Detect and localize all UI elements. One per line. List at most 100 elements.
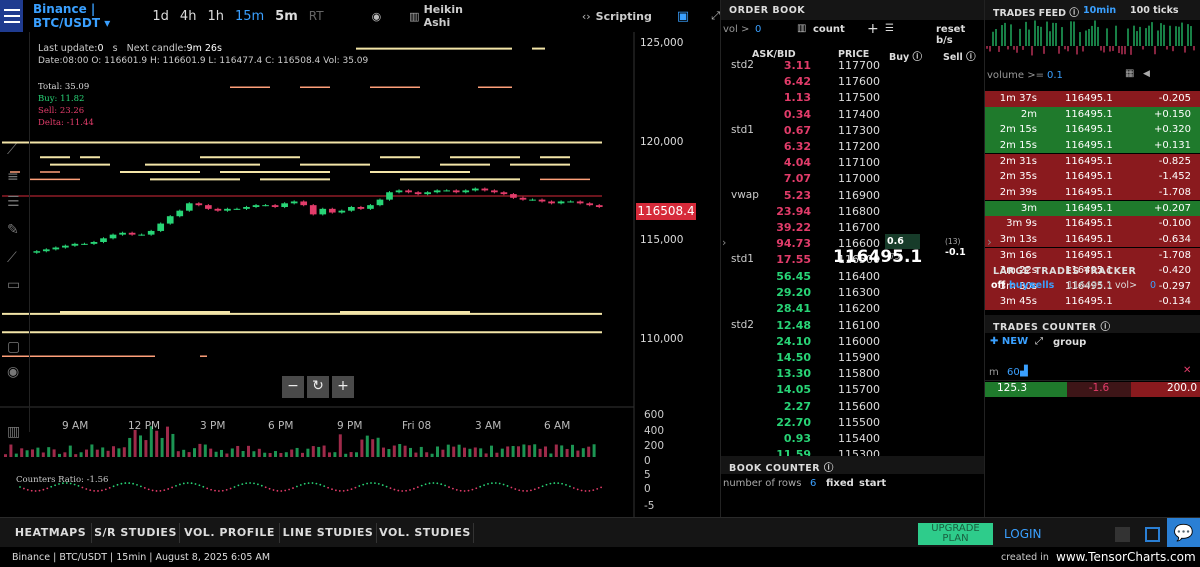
chart-canvas[interactable] xyxy=(0,32,720,517)
trade-row: 2m 116495.1 +0.150 xyxy=(985,106,1200,123)
upgrade-plan-button[interactable]: UPGRADE PLAN xyxy=(918,523,993,545)
trade-price: 116495.1 xyxy=(1065,171,1113,183)
zoom-out-button[interactable]: − xyxy=(282,376,304,398)
trade-row: 1m 37s 116495.1 -0.205 xyxy=(985,91,1200,107)
tab-vol-studies[interactable]: VOL. STUDIES xyxy=(377,523,474,543)
volume-bar xyxy=(36,447,40,457)
ruler-icon[interactable]: ▭ xyxy=(7,277,21,293)
reset-bs-button[interactable]: reset b/s xyxy=(936,24,966,46)
ask-row[interactable]: 94.73 116600 xyxy=(721,237,984,253)
chat-icon[interactable]: 💬 xyxy=(1167,518,1200,548)
collapse-arrow-icon[interactable]: ◀ xyxy=(1143,69,1150,79)
zoom-in-rows-icon[interactable]: + xyxy=(867,21,879,37)
close-counter-icon[interactable]: ✕ xyxy=(1183,365,1192,376)
rows-list-icon[interactable]: ☰ xyxy=(885,23,894,34)
lines-icon[interactable]: ☰ xyxy=(7,194,20,210)
tab-line-studies[interactable]: LINE STUDIES xyxy=(280,523,377,543)
large-vol-input[interactable]: 0 xyxy=(1150,280,1157,291)
volume-bar xyxy=(74,454,78,457)
expand-icon[interactable]: ⤢ xyxy=(711,9,720,22)
ask-row[interactable]: 6.32 117200 xyxy=(721,140,984,156)
ask-row[interactable]: 23.94 116800 xyxy=(721,205,984,221)
ask-row[interactable]: 4.04 117100 xyxy=(721,156,984,172)
trash-icon[interactable]: ▥ xyxy=(7,424,21,440)
login-button[interactable]: LOGIN xyxy=(1004,527,1042,541)
tab-sr-studies[interactable]: S/R STUDIES xyxy=(92,523,180,543)
bid-row[interactable]: 14.05 115700 xyxy=(721,383,984,399)
tab-vol-profile[interactable]: VOL. PROFILE xyxy=(180,523,280,543)
theme-square-blue[interactable] xyxy=(1145,527,1160,542)
site-link[interactable]: www.TensorCharts.com xyxy=(1056,550,1196,564)
timeframe-15m[interactable]: 15m xyxy=(234,8,265,24)
symbol-selector[interactable]: Binance | BTC/USDT ▾ xyxy=(33,2,111,30)
trendline-icon[interactable]: ⟋ xyxy=(7,142,17,158)
timeframe-1h[interactable]: 1h xyxy=(207,8,224,24)
ratio-dot xyxy=(225,488,228,491)
tab-heatmaps[interactable]: HEATMAPS xyxy=(10,523,92,543)
ratio-dot xyxy=(518,489,521,492)
theme-square-dark[interactable] xyxy=(1115,527,1130,542)
interval-100-ticks[interactable]: 100 ticks xyxy=(1130,5,1179,16)
ask-row[interactable]: 39.22 116700 xyxy=(721,221,984,237)
lock-icon[interactable]: ▢ xyxy=(7,339,21,355)
ask-row[interactable]: std2 3.11 117700 xyxy=(721,59,984,75)
count-button[interactable]: count xyxy=(813,24,845,35)
fixed-button[interactable]: fixed xyxy=(826,478,854,489)
ob-expand-arrow[interactable]: › xyxy=(722,236,727,249)
fib-icon[interactable]: ≡ xyxy=(7,169,19,185)
ask-row[interactable]: 7.07 117000 xyxy=(721,172,984,188)
ask-row[interactable]: std1 17.55 116500 xyxy=(721,253,984,269)
bid-row[interactable]: std2 12.48 116100 xyxy=(721,319,984,335)
bid-row[interactable]: 0.93 115400 xyxy=(721,432,984,448)
feed-expand-arrow[interactable]: › xyxy=(987,235,992,249)
brush-icon[interactable]: ⟋ xyxy=(7,250,17,266)
ask-row[interactable]: std1 0.67 117300 xyxy=(721,124,984,140)
bid-price: 115800 xyxy=(838,367,880,381)
start-button[interactable]: start xyxy=(859,478,887,489)
candle-body xyxy=(52,247,60,250)
timeframe-5m[interactable]: 5m xyxy=(275,8,298,24)
zoom-in-button[interactable]: + xyxy=(332,376,354,398)
interval-10min[interactable]: 10min xyxy=(1083,5,1117,16)
heikin-ashi-button[interactable]: Heikin Ashi xyxy=(423,3,463,29)
ask-row[interactable]: 6.42 117600 xyxy=(721,75,984,91)
bid-row[interactable]: 22.70 115500 xyxy=(721,416,984,432)
candle-body xyxy=(81,243,88,245)
new-counter-button[interactable]: ✚ NEW xyxy=(990,336,1029,347)
reset-zoom-button[interactable]: ↻ xyxy=(307,376,329,398)
bid-row[interactable]: 2.27 115600 xyxy=(721,400,984,416)
large-sells-toggle[interactable]: sells xyxy=(1030,280,1055,291)
bid-row[interactable]: 29.20 116300 xyxy=(721,286,984,302)
group-button[interactable]: group xyxy=(1053,337,1087,348)
ratio-dot xyxy=(257,483,259,486)
ask-quantity: 23.94 xyxy=(776,204,811,218)
calculator-icon[interactable]: ▦ xyxy=(1125,68,1135,79)
timeframe-4h[interactable]: 4h xyxy=(179,8,197,24)
trade-price: 116495.1 xyxy=(1065,202,1113,214)
menu-icon[interactable] xyxy=(0,0,24,32)
counter-interval-input[interactable]: 60 xyxy=(1007,367,1020,378)
bid-row[interactable]: 24.10 116000 xyxy=(721,335,984,351)
bid-row[interactable]: 28.41 116200 xyxy=(721,302,984,318)
timeframe-1d[interactable]: 1d xyxy=(152,8,169,24)
large-buys-toggle[interactable]: buys xyxy=(1009,280,1035,291)
eye-toggle-icon[interactable]: ◉ xyxy=(371,9,382,23)
rows-input[interactable]: 6 xyxy=(810,478,817,489)
volume-filter-input[interactable]: 0.1 xyxy=(1047,70,1063,81)
bid-row[interactable]: 13.30 115800 xyxy=(721,367,984,383)
expand-counter-icon[interactable]: ⤢ xyxy=(1035,336,1043,347)
scripting-button[interactable]: Scripting xyxy=(595,9,652,23)
large-off-toggle[interactable]: off xyxy=(991,280,1006,291)
timeframe-rt[interactable]: RT xyxy=(308,9,324,23)
bid-row[interactable]: 14.50 115900 xyxy=(721,351,984,367)
vol-filter-input[interactable]: 0 xyxy=(755,24,762,35)
ask-row[interactable]: 0.34 117400 xyxy=(721,108,984,124)
ask-row[interactable]: vwap 5.23 116900 xyxy=(721,189,984,205)
price-chart[interactable]: ⟋ ≡ ☰ ✎ ⟋ ▭ ▢ ◉ ▥ Last update:0 s Next c… xyxy=(0,32,720,517)
eye-icon[interactable]: ◉ xyxy=(7,364,20,380)
camera-icon[interactable]: ▣ xyxy=(676,8,690,24)
ask-row[interactable]: 1.13 117500 xyxy=(721,91,984,107)
chart-mini-icon[interactable]: ▟ xyxy=(1020,366,1028,377)
pen-icon[interactable]: ✎ xyxy=(7,222,19,238)
bid-row[interactable]: 56.45 116400 xyxy=(721,270,984,286)
